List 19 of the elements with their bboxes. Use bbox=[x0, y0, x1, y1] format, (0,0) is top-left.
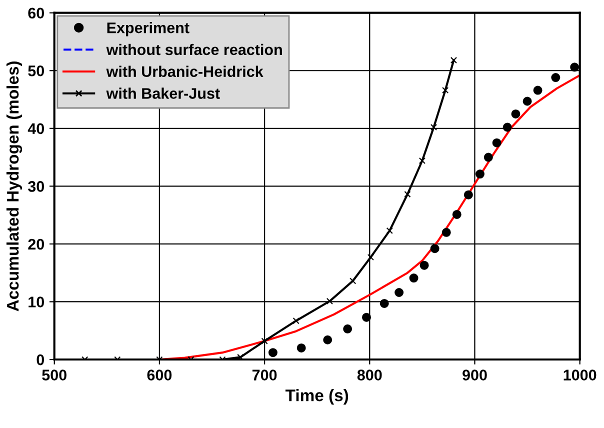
legend-label: without surface reaction bbox=[106, 44, 282, 56]
y-tick-label: 20 bbox=[28, 238, 44, 250]
legend-label: Experiment bbox=[107, 22, 190, 36]
x-tick-label: 600 bbox=[147, 370, 172, 380]
x-tick-label: 1000 bbox=[564, 370, 596, 380]
x-tick-label: 700 bbox=[252, 370, 277, 380]
y-tick-label: 10 bbox=[28, 296, 44, 308]
x-axis-title: Time (s) bbox=[285, 389, 348, 405]
y-tick-label: 30 bbox=[28, 181, 44, 192]
x-tick-label: 800 bbox=[357, 370, 382, 380]
x-tick-label: 900 bbox=[462, 370, 487, 380]
y-tick-label: 40 bbox=[28, 123, 44, 134]
y-axis-title: Accumulated Hydrogen (moles) bbox=[6, 62, 22, 312]
x-tick-label: 500 bbox=[42, 370, 66, 380]
legend-label: with Urbanic-Heidrick bbox=[106, 66, 264, 77]
y-tick-label: 50 bbox=[28, 65, 44, 76]
y-tick-label: 60 bbox=[28, 8, 44, 19]
legend-label: with Baker-Just bbox=[106, 88, 220, 99]
y-tick-label: 0 bbox=[36, 354, 44, 366]
